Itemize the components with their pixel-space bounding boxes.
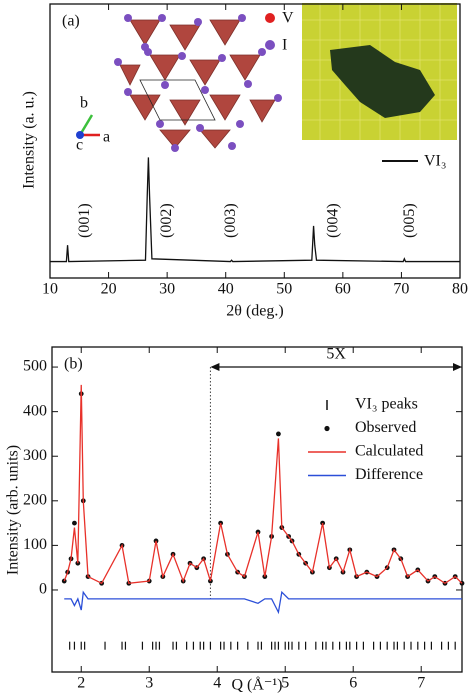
legend-swatch — [324, 425, 330, 432]
atom-v — [265, 13, 275, 23]
y-axis-label: Intensity (arb. units) — [5, 445, 22, 575]
x-tick-label: 80 — [452, 281, 468, 298]
atom-label: V — [282, 10, 294, 27]
panel-label: (a) — [62, 13, 80, 30]
panel-label: (b) — [64, 356, 83, 373]
x-tick-label: 5 — [281, 675, 289, 692]
plot-frame — [51, 346, 463, 673]
x-tick-label: 10 — [42, 281, 58, 298]
peak-label: (001) — [76, 203, 93, 238]
x-tick-label: 60 — [335, 281, 351, 298]
x-tick-label: 20 — [101, 281, 117, 298]
x-tick-label: 40 — [218, 281, 234, 298]
plot-frame — [49, 3, 461, 279]
peak-label: (002) — [158, 203, 175, 238]
x-tick-label: 6 — [349, 675, 357, 692]
x-tick-label: 50 — [276, 281, 292, 298]
series-line — [50, 157, 460, 263]
y-tick-label: 0 — [39, 581, 47, 598]
x-axis-label: 2θ (deg.) — [226, 303, 283, 320]
peak-label: (005) — [401, 203, 418, 238]
peak-label: (004) — [325, 203, 342, 238]
legend-label: Calculated — [355, 443, 423, 460]
y-tick-label: 300 — [23, 447, 47, 464]
data-point — [72, 520, 77, 526]
peak-label: (003) — [222, 203, 239, 238]
axis-label-c: c — [76, 137, 83, 154]
crystal-structure — [76, 8, 300, 152]
crystal-photo — [302, 3, 457, 140]
legend-label: Difference — [355, 466, 423, 483]
x-tick-label: 3 — [145, 675, 153, 692]
data-point — [276, 431, 281, 437]
series-line — [63, 384, 463, 585]
x-tick-label: 2 — [77, 675, 85, 692]
x-tick-label: 30 — [159, 281, 175, 298]
axis-label-b: b — [80, 95, 88, 112]
atom-i — [265, 40, 275, 50]
y-tick-label: 100 — [23, 536, 47, 553]
legend-label: VI₃ peaks — [355, 396, 418, 413]
series-line — [64, 590, 462, 615]
y-tick-label: 200 — [23, 491, 47, 508]
legend-label: Observed — [355, 419, 416, 436]
y-tick-label: 500 — [23, 358, 47, 375]
x-tick-label: 7 — [417, 675, 425, 692]
x-axis-label: Q (Å⁻¹) — [231, 676, 282, 694]
annotation-text: 5X — [326, 346, 346, 363]
y-tick-label: 400 — [23, 402, 47, 419]
atom-label: I — [282, 37, 287, 54]
y-axis-label: Intensity (a. u.) — [21, 91, 38, 189]
legend-label: VI₃ — [424, 153, 446, 170]
axis-label-a: a — [103, 129, 110, 146]
x-tick-label: 70 — [393, 281, 409, 298]
x-tick-label: 4 — [213, 675, 221, 692]
